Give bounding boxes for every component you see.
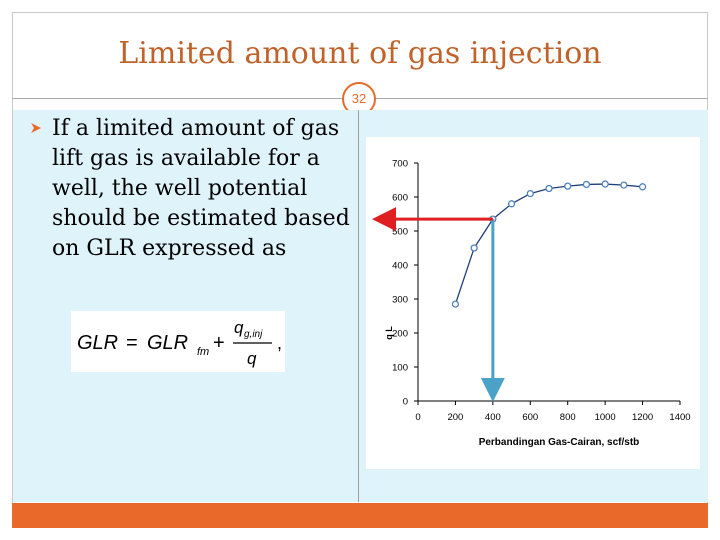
x-tick-label: 1400 <box>669 412 690 423</box>
data-point <box>507 200 516 208</box>
footer-bar <box>12 503 708 528</box>
y-tick-label: 0 <box>403 397 408 408</box>
glr-formula: GLR = GLR fm + q g,inj q , <box>71 311 285 372</box>
x-tick-label: 1000 <box>595 412 616 423</box>
slide-title: Limited amount of gas injection <box>118 36 602 71</box>
data-point <box>451 300 460 308</box>
formula-base-subscript: fm <box>197 346 209 358</box>
x-tick-label: 400 <box>485 412 501 423</box>
y-tick-label: 100 <box>392 363 408 374</box>
chart-panel: 0 100 200 300 400 500 600 700 0 200 400 600 800 1000 1… <box>366 137 700 469</box>
data-point <box>582 180 591 189</box>
bullet-paragraph: If a limited amount of gas lift gas is a… <box>31 114 354 264</box>
data-point <box>470 244 478 252</box>
formula-comma: , <box>277 333 282 353</box>
formula-numerator-subscript: g,inj <box>244 329 263 340</box>
x-tick-label: 800 <box>560 412 576 423</box>
data-point <box>526 189 534 198</box>
bullet-text: If a limited amount of gas lift gas is a… <box>52 116 350 261</box>
x-axis-label: Perbandingan Gas-Cairan, scf/stb <box>479 437 640 448</box>
text-panel <box>13 110 358 502</box>
data-point <box>638 183 647 191</box>
y-tick-label: 200 <box>392 329 408 340</box>
x-tick-label: 200 <box>447 412 463 423</box>
formula-base: GLR <box>147 332 188 354</box>
bullet-arrow-icon <box>31 123 41 133</box>
data-point <box>564 182 572 190</box>
data-point <box>601 180 609 188</box>
formula-lhs: GLR <box>77 332 118 354</box>
x-tick-label: 0 <box>415 412 420 423</box>
formula-denominator: q <box>247 349 257 368</box>
formula-equals: = <box>126 332 138 354</box>
formula-numerator: q <box>234 318 244 337</box>
y-tick-label: 600 <box>392 193 408 204</box>
panel-divider <box>358 110 359 502</box>
y-tick-label: 700 <box>392 159 408 170</box>
data-point <box>545 184 553 193</box>
x-tick-label: 1200 <box>632 412 653 423</box>
y-tick-label: 400 <box>392 261 408 272</box>
glr-chart: 0 100 200 300 400 500 600 700 0 200 400 600 800 1000 1… <box>372 159 691 448</box>
x-tick-label: 600 <box>522 412 538 423</box>
y-tick-label: 500 <box>392 227 408 238</box>
series-line <box>454 183 643 305</box>
y-axis-label: q L <box>384 326 394 340</box>
formula-plus: + <box>213 332 225 354</box>
data-point <box>620 181 628 189</box>
y-tick-label: 300 <box>392 295 408 306</box>
